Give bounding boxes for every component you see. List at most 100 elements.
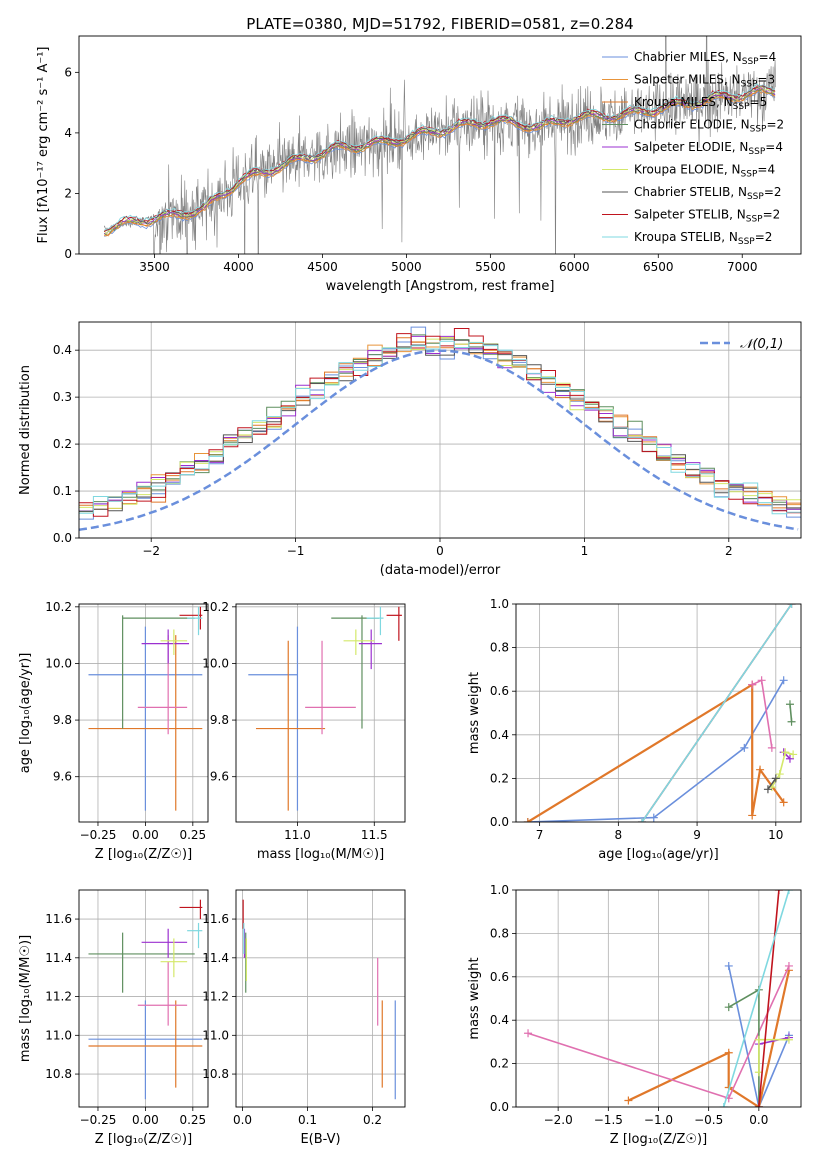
plots: 3500 4000 4500 5000 5500 6000 6500 7000 0 2 4 6 wave…	[18, 35, 802, 1147]
mass-age-point	[358, 629, 382, 670]
Z-mass-ylabel: mass [log₁₀(M/M☉)]	[18, 935, 33, 1062]
spectrum-xtick-label: 6000	[559, 260, 590, 274]
Z-mass-weight-ylabel: mass weight	[467, 957, 482, 1039]
Z-mass-weight-series-marker	[784, 890, 793, 894]
age-mass-weight-ytick-label: 0.0	[490, 815, 509, 829]
Z-age-xtick-label: −0.25	[80, 828, 117, 842]
Z-mass-weight-series-marker	[724, 961, 733, 970]
age-mass-weight-series-marker	[649, 813, 658, 822]
mass-age-ytick-label: 10.0	[202, 656, 229, 670]
Z-age-marks	[88, 606, 203, 811]
age-mass-weight-ytick-label: 0.6	[490, 684, 509, 698]
legend-label: Chabrier MILES, NSSP=4	[634, 50, 776, 67]
mass-age-xtick-label: 11.0	[284, 828, 311, 842]
Z-mass-point	[88, 1000, 203, 1100]
age-mass-weight-series-marker	[771, 774, 780, 783]
legend-label: Chabrier STELIB, NSSP=2	[634, 185, 782, 202]
age-mass-weight-series-line	[641, 604, 793, 822]
Z-mass-ytick-label: 10.8	[45, 1067, 72, 1081]
residuals-ytick-label: 0.4	[53, 343, 72, 357]
age-mass-weight-series-marker	[637, 818, 646, 822]
EBV-mass-ytick-label: 11.6	[202, 912, 229, 926]
Z-mass-weight-xlabel: Z [log₁₀(Z/Z☉)]	[610, 1132, 707, 1147]
age-mass-weight-ytick-label: 0.4	[490, 728, 509, 742]
age-mass-weight-series-marker	[763, 785, 772, 794]
mass-age-frame	[235, 603, 406, 823]
EBV-mass-xtick-label: 0.2	[363, 1113, 382, 1127]
Z-mass-point	[88, 1000, 203, 1088]
spectrum-xtick-label: 6500	[643, 260, 674, 274]
Z-age-ytick-label: 9.6	[53, 770, 72, 784]
Z-mass-weight-series-marker	[754, 1103, 763, 1107]
Z-mass-weight-series-marker	[754, 1035, 763, 1044]
legend-label: Salpeter MILES, NSSP=3	[634, 73, 775, 90]
age-mass-weight-marks	[523, 604, 798, 822]
residuals-xtick-label: −1	[287, 544, 305, 558]
EBV-mass-ytick-label: 11.2	[202, 990, 229, 1004]
residuals-ytick-label: 0.2	[53, 437, 72, 451]
Z-mass-xtick-label: 0.25	[179, 1113, 206, 1127]
age-mass-weight-series-marker	[785, 700, 794, 709]
spectrum-axes: 3500 4000 4500 5000 5500 6000 6500 7000 0 2 4 6 wave…	[36, 47, 758, 295]
Z-mass-marks	[88, 899, 203, 1100]
legend-label: Chabrier ELODIE, NSSP=2	[634, 118, 784, 135]
spectrum-model-line	[104, 88, 776, 237]
Z-mass-axes: −0.25 0.00 0.25 10.8 11.0 11.2 11.4 11.6 Z [log₁…	[18, 890, 208, 1147]
mass-age-point	[255, 640, 326, 811]
EBV-mass-marks	[242, 899, 396, 1100]
spectrum-ytick-label: 2	[64, 186, 72, 200]
Z-age-point	[122, 615, 195, 729]
age-mass-weight-series-marker	[785, 754, 794, 763]
spectrum-xtick-label: 5000	[391, 260, 422, 274]
legend-label: Kroupa ELODIE, NSSP=4	[634, 163, 775, 180]
mass-age-xtick-label: 11.5	[361, 828, 388, 842]
residuals-xtick-label: 1	[581, 544, 589, 558]
mass-age-axes: 11.0 11.5 9.6 9.8 10.0 10.2 mass [log₁₀(M/M☉)]	[202, 600, 405, 862]
residuals-ytick-label: 0.1	[53, 484, 72, 498]
residuals-ylabel: Normed distribution	[18, 365, 33, 495]
spectrum-xlabel: wavelength [Angstrom, rest frame]	[326, 279, 555, 294]
Z-mass-xtick-label: −0.25	[80, 1113, 117, 1127]
age-mass-weight-series-line	[527, 679, 785, 822]
Z-age-point	[141, 629, 190, 664]
EBV-mass-ytick-label: 11.0	[202, 1028, 229, 1042]
Z-mass-weight-ytick-label: 0.8	[490, 926, 509, 940]
mass-age-point	[386, 606, 402, 641]
Z-mass-weight-series-marker	[624, 1096, 633, 1105]
Z-mass-frame	[78, 889, 209, 1108]
Z-mass-ytick-label: 11.6	[45, 912, 72, 926]
Z-mass-weight-xtick-label: −2.0	[544, 1113, 573, 1127]
age-mass-weight-series-line	[767, 777, 777, 790]
Z-mass-weight-axes: −2.0 −1.5 −1.0 −0.5 0.0 0.0 0.2 0.4 0.6 0.8 1.0 Z […	[467, 883, 801, 1147]
residuals-frame	[78, 321, 802, 539]
age-mass-weight-series-marker	[757, 676, 766, 685]
legend-label: Kroupa MILES, NSSP=5	[634, 95, 767, 112]
Z-mass-weight-ytick-label: 0.4	[490, 1013, 509, 1027]
mass-age-ytick-label: 9.6	[210, 770, 229, 784]
spectrum-marks	[103, 36, 776, 254]
Z-mass-weight-xtick-label: −1.0	[644, 1113, 673, 1127]
age-mass-weight-axes: 7 8 9 10 0.0 0.2 0.4 0.6 0.8 1.0 age [log₁₀(age/yr…	[467, 597, 801, 862]
Z-mass-weight-series-marker	[724, 1048, 733, 1057]
EBV-mass-xtick-label: 0.1	[298, 1113, 317, 1127]
mass-age-ytick-label: 10.2	[202, 600, 229, 614]
age-mass-weight-series-marker	[779, 676, 788, 685]
EBV-mass-frame	[235, 889, 406, 1108]
Z-age-ylabel: age [log₁₀(age/yr)]	[18, 653, 33, 774]
mass-age-point	[343, 629, 375, 655]
EBV-mass-axes: 0.0 0.1 0.2 10.8 11.0 11.2 11.4 11.6 E(B-V)	[202, 890, 405, 1147]
spectrum-xtick-label: 7000	[727, 260, 758, 274]
age-mass-weight-xtick-label: 10	[768, 828, 783, 842]
Z-mass-point	[179, 899, 203, 920]
Z-mass-weight-ytick-label: 0.6	[490, 970, 509, 984]
residuals-legend: 𝒩(0,1)	[700, 337, 783, 352]
legend-label: Kroupa STELIB, NSSP=2	[634, 230, 772, 247]
Z-mass-weight-series-marker	[719, 1103, 728, 1107]
Z-mass-weight-series-marker	[784, 1035, 793, 1044]
Z-mass-point	[137, 961, 188, 1026]
mass-age-point	[248, 626, 299, 811]
spectrum-model-line	[104, 87, 776, 234]
age-mass-weight-xtick-label: 8	[615, 828, 623, 842]
Z-mass-point	[187, 922, 203, 949]
